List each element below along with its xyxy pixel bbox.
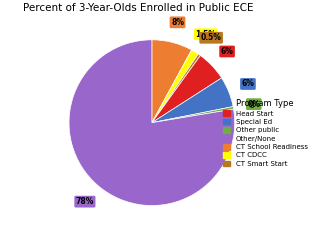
Text: 6%: 6% xyxy=(241,79,254,88)
Text: 0%: 0% xyxy=(247,100,260,109)
Text: Percent of 3-Year-Olds Enrolled in Public ECE: Percent of 3-Year-Olds Enrolled in Publi… xyxy=(23,3,254,13)
Wedge shape xyxy=(152,54,201,123)
Text: 8%: 8% xyxy=(171,18,184,27)
Wedge shape xyxy=(152,50,198,123)
Wedge shape xyxy=(69,40,235,205)
Wedge shape xyxy=(152,78,233,123)
Wedge shape xyxy=(152,40,192,123)
Legend: Head Start, Special Ed, Other public, Other/None, CT School Readiness, CT CDCC, : Head Start, Special Ed, Other public, Ot… xyxy=(222,98,309,168)
Wedge shape xyxy=(152,55,222,123)
Text: 78%: 78% xyxy=(76,197,94,206)
Text: 0.5%: 0.5% xyxy=(201,33,222,42)
Wedge shape xyxy=(152,106,234,123)
Text: 1.5%: 1.5% xyxy=(195,30,216,39)
Text: 6%: 6% xyxy=(221,47,234,56)
